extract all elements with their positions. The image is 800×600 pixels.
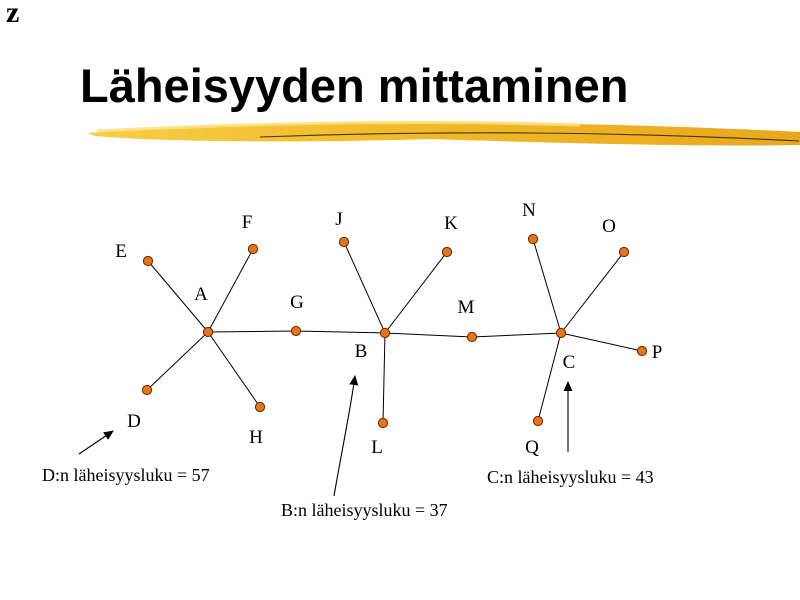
edge-c-o [560, 251, 625, 334]
node-dot-n [527, 233, 539, 245]
graph-edges [146, 238, 643, 424]
node-dot-d [141, 384, 153, 396]
node-label-b: B [355, 341, 368, 362]
node-label-d: D [127, 411, 141, 432]
edge-b-j [343, 241, 386, 334]
edge-c-p [560, 332, 643, 352]
node-label-q: Q [525, 437, 539, 458]
node-dot-o [618, 246, 630, 258]
edge-c-q [537, 332, 562, 422]
node-dot-m [466, 331, 478, 343]
node-dot-g [290, 325, 302, 337]
node-label-k: K [444, 213, 458, 234]
edge-m-c [471, 332, 562, 338]
annotation-closeness-c: C:n läheisyysluku = 43 [487, 467, 654, 487]
node-label-o: O [602, 216, 616, 237]
edge-a-e [147, 260, 209, 333]
node-dot-a [202, 326, 214, 338]
node-label-e: E [115, 241, 127, 262]
slide-title: Läheisyyden mittaminen [80, 59, 629, 112]
annotation-arrow-b [333, 375, 359, 497]
edge-a-h [207, 331, 261, 408]
node-dot-c [555, 327, 567, 339]
node-label-f: F [242, 212, 253, 233]
edge-a-g [207, 330, 297, 333]
swoosh-light-streak [96, 121, 581, 133]
node-label-c: C [563, 352, 576, 373]
graph-nodes [141, 233, 648, 429]
edge-a-d [146, 331, 209, 391]
node-label-p: P [652, 342, 663, 363]
edge-c-n [532, 238, 562, 334]
node-label-n: N [522, 200, 536, 221]
node-dot-b [379, 327, 391, 339]
slide-bullet-glyph: z [6, 0, 20, 29]
swoosh-body [87, 122, 800, 146]
title-underline-swoosh [87, 121, 800, 146]
node-label-a: A [194, 284, 208, 305]
annotation-closeness-b: B:n läheisyysluku = 37 [281, 500, 448, 520]
node-dot-e [142, 255, 154, 267]
node-label-h: H [249, 427, 263, 448]
node-dot-h [254, 401, 266, 413]
node-dot-l [377, 417, 389, 429]
edge-a-f [207, 248, 254, 333]
node-dot-f [247, 243, 259, 255]
node-label-l: L [371, 437, 383, 458]
node-dot-q [532, 415, 544, 427]
edge-b-l [382, 332, 386, 424]
node-dot-j [338, 236, 350, 248]
graph-node-labels: A B C D E F G H J K L M N O P Q [115, 200, 662, 458]
edge-b-m [384, 332, 473, 338]
swoosh-dark-streak [259, 132, 800, 142]
node-label-m: M [458, 297, 475, 318]
edge-b-k [384, 251, 448, 334]
node-dot-k [441, 246, 453, 258]
node-label-g: G [290, 292, 304, 313]
edge-g-b [295, 330, 386, 334]
node-label-j: J [335, 209, 342, 230]
annotation-arrows [78, 375, 573, 497]
annotation-closeness-d: D:n läheisyysluku = 57 [42, 465, 210, 485]
node-dot-p [636, 345, 648, 357]
annotation-arrow-d [78, 430, 114, 455]
